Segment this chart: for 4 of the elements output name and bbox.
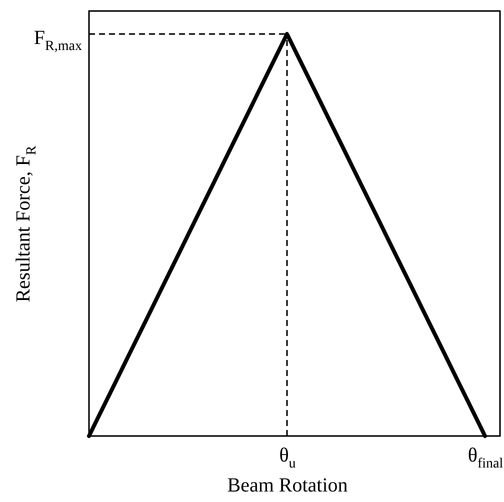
x-axis-title: Beam Rotation bbox=[227, 474, 348, 496]
x-tick-label: θ$_{u}$ bbox=[279, 444, 296, 472]
x-tick-label: θ$_{final}$ bbox=[468, 444, 504, 472]
ref-line-label: F$_{R,max}$ bbox=[34, 27, 82, 54]
